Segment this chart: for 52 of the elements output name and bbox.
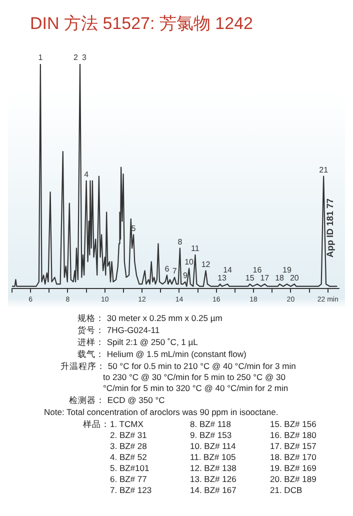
text: 18. BZ# 170 <box>270 452 318 463</box>
text: 样品： <box>82 419 110 431</box>
annotation: 4 <box>84 170 90 179</box>
annotation: 18 <box>275 273 285 282</box>
text: 6. BZ# 77 <box>110 474 148 485</box>
text: 11. BZ# 105 <box>190 452 237 463</box>
annotation: App ID 181 77 <box>324 198 335 258</box>
text: 载气： Helium @ 1.5 mL/min (constant flow) <box>76 349 248 360</box>
chart-title: DIN 方法 51527: 芳氯物 1242 <box>29 13 254 35</box>
text: 1. TCMX <box>110 419 144 430</box>
annotation: 14 <box>223 265 233 274</box>
annotation: 19 <box>282 265 292 274</box>
text: 升温程序： 50 °C for 0.5 min to 210 °C @ 40 °C/min for 3 min to 230 °C @ 30 °C/min for 5 min to 250 °C @ 30 °C/min for 5 min to 320 °C @ 40 °C/min for 2 min <box>60 361 297 394</box>
annotation: 9 <box>182 271 188 280</box>
text: 检测器： ECD @ 350 °C <box>68 395 166 406</box>
annotation: 15 <box>245 273 255 282</box>
annotation: 20 <box>290 273 300 282</box>
annotation: 6 <box>164 264 170 274</box>
annotation: 5 <box>131 224 136 233</box>
annotation: 2 <box>74 53 79 62</box>
annotation: 10 <box>184 258 194 267</box>
text: 12. BZ# 138 <box>190 463 238 474</box>
text: 17. BZ# 157 <box>270 441 318 452</box>
annotation: 1 <box>38 53 44 62</box>
text: 20. BZ# 189 <box>270 474 318 485</box>
text: 5. BZ#101 <box>110 463 150 474</box>
text: 进样： Spilt 2:1 @ 250 ˚C, 1 µL <box>76 337 199 348</box>
text: 16. BZ# 180 <box>270 430 318 441</box>
annotation: 13 <box>217 273 227 282</box>
annotation: 11 <box>191 244 200 254</box>
text: 13. BZ# 126 <box>190 474 238 485</box>
text: 9. BZ# 153 <box>190 430 233 441</box>
text: 14. BZ# 167 <box>190 485 238 496</box>
text: 规格： 30 meter x 0.25 mm x 0.25 µm <box>76 313 224 324</box>
text: 15. BZ# 156 <box>270 419 318 430</box>
text: 7. BZ# 123 <box>110 485 153 496</box>
text: 19. BZ# 169 <box>270 463 318 474</box>
text: Note: Total concentration of aroclors was 90 ppm in isooctane. <box>43 407 280 418</box>
text: 8. BZ# 118 <box>190 419 232 430</box>
text: 货号： 7HG-G024-11 <box>76 325 161 336</box>
text: 10. BZ# 114 <box>190 441 237 452</box>
text: 4. BZ# 52 <box>110 452 148 463</box>
annotation: 8 <box>178 237 183 246</box>
annotation: 3 <box>82 53 87 62</box>
annotation: 17 <box>260 273 270 282</box>
annotation: 12 <box>201 260 211 269</box>
annotation: 16 <box>252 265 262 274</box>
annotation: 21 <box>319 166 329 175</box>
text: 2. BZ# 31 <box>110 430 148 441</box>
text: 3. BZ# 28 <box>110 441 148 452</box>
text: 21. DCB <box>270 485 304 496</box>
annotation: 7 <box>172 266 178 276</box>
